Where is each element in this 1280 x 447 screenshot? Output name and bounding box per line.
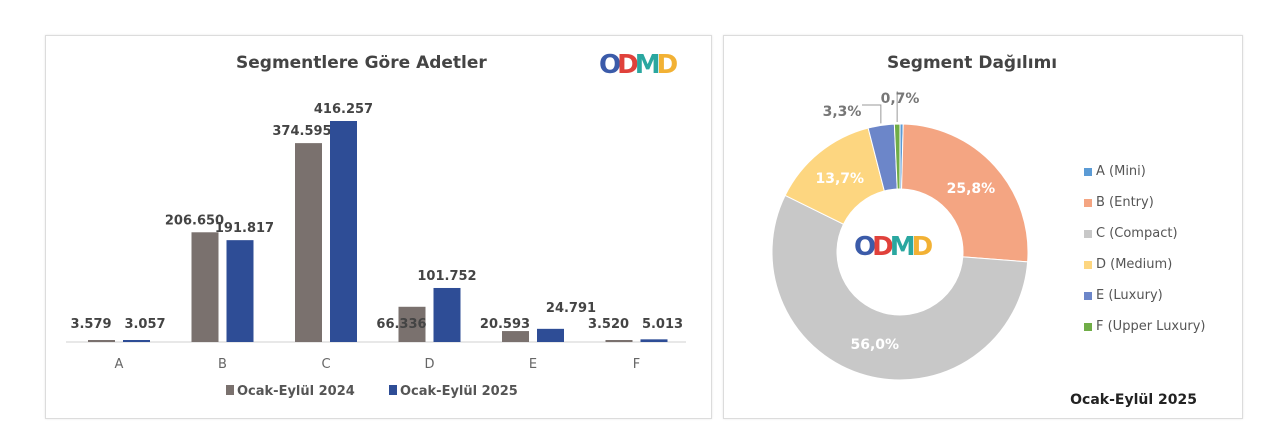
bar-D-1 bbox=[398, 306, 426, 342]
data-label: 191.817 bbox=[215, 221, 274, 236]
bar-C-2 bbox=[330, 121, 357, 342]
data-label: 20.593 bbox=[480, 317, 530, 332]
legend-swatch bbox=[1084, 291, 1092, 300]
legend-label: A (Mini) bbox=[1096, 164, 1146, 179]
legend-label: B (Entry) bbox=[1096, 195, 1154, 210]
logo-letter: M bbox=[889, 232, 916, 262]
bar-B-1 bbox=[191, 232, 219, 342]
legend-item: D (Medium) bbox=[1084, 257, 1172, 272]
logo-letter: O bbox=[854, 232, 876, 262]
donut-chart-title: Segment Dağılımı bbox=[887, 53, 1058, 73]
data-label: 3.520 bbox=[588, 317, 629, 332]
legend-item: B (Entry) bbox=[1084, 195, 1154, 210]
data-label: 3.057 bbox=[124, 317, 165, 332]
slice-label: 0,7% bbox=[881, 91, 920, 107]
bar-B-2 bbox=[226, 240, 254, 342]
bar-chart-title: Segmentlere Göre Adetler bbox=[236, 53, 487, 73]
legend-swatch bbox=[1084, 167, 1092, 176]
leader-line bbox=[896, 91, 898, 123]
bar-F-2 bbox=[640, 339, 668, 342]
period-label: Ocak-Eylül 2025 bbox=[1070, 392, 1197, 408]
bar-C-1 bbox=[295, 143, 322, 342]
bar-E-2 bbox=[537, 328, 564, 342]
legend-label: D (Medium) bbox=[1096, 257, 1173, 272]
data-label: 5.013 bbox=[642, 317, 683, 332]
x-tick-label: A bbox=[115, 357, 124, 372]
logo-letter: D bbox=[911, 232, 934, 262]
x-tick-label: B bbox=[218, 357, 227, 372]
logo-letter: O bbox=[599, 50, 621, 80]
data-label: 3.579 bbox=[70, 317, 111, 332]
bar-D-2 bbox=[433, 287, 461, 342]
legend-label: E (Luxury) bbox=[1096, 288, 1163, 303]
data-label: 101.752 bbox=[417, 269, 476, 284]
slice-label: 3,3% bbox=[823, 104, 862, 120]
x-tick-label: F bbox=[633, 357, 640, 372]
odmd-logo-center: ODMD bbox=[854, 232, 934, 262]
bar-A-2 bbox=[123, 340, 150, 342]
slice-label: 25,8% bbox=[947, 181, 996, 197]
legend-label: C (Compact) bbox=[1096, 226, 1178, 241]
slice-label: 13,7% bbox=[815, 171, 864, 187]
bar-A-1 bbox=[88, 340, 115, 342]
bar-chart-panel: Segmentlere Göre Adetler ODMD A 3.579 3.05… bbox=[45, 35, 712, 419]
x-tick-label: C bbox=[321, 357, 330, 372]
legend-swatch bbox=[1084, 198, 1092, 207]
donut-chart: 0,4%25,8%56,0%13,7%3,3%0,7% bbox=[771, 91, 1029, 381]
data-label: 374.595 bbox=[272, 124, 331, 139]
slice-C bbox=[771, 194, 1029, 381]
logo-letter: M bbox=[634, 50, 661, 80]
slice-F bbox=[893, 123, 901, 190]
legend-item: F (Upper Luxury) bbox=[1084, 319, 1205, 334]
leader-line bbox=[862, 104, 882, 124]
legend-swatch bbox=[389, 385, 397, 395]
legend-item: A (Mini) bbox=[1084, 164, 1146, 179]
logo-letter: D bbox=[872, 232, 894, 262]
donut-chart-panel: Segment Dağılımı 0,4%25,8%56,0%13,7%3,3%… bbox=[723, 35, 1243, 419]
legend-label: Ocak-Eylül 2025 bbox=[400, 384, 518, 399]
legend-label: F (Upper Luxury) bbox=[1096, 319, 1206, 334]
bar-E-1 bbox=[502, 331, 529, 342]
x-tick-label: E bbox=[529, 357, 537, 372]
bar-F-1 bbox=[605, 340, 633, 342]
legend-swatch bbox=[226, 385, 234, 395]
slice-label: 56,0% bbox=[850, 337, 899, 353]
slice-B bbox=[901, 123, 1029, 263]
logo-letter: D bbox=[656, 50, 679, 80]
data-label: 24.791 bbox=[546, 301, 596, 316]
odmd-logo: ODMD bbox=[599, 50, 679, 80]
legend-swatch bbox=[1084, 260, 1092, 269]
x-tick-label: D bbox=[424, 357, 434, 372]
legend-swatch bbox=[1084, 229, 1092, 238]
data-label: 66.336 bbox=[376, 317, 426, 332]
legend-swatch bbox=[1084, 322, 1092, 331]
data-label: 206.650 bbox=[165, 213, 224, 228]
logo-letter: D bbox=[617, 50, 639, 80]
legend-item: E (Luxury) bbox=[1084, 288, 1163, 303]
data-label: 416.257 bbox=[314, 102, 373, 117]
legend-label: Ocak-Eylül 2024 bbox=[237, 384, 355, 399]
legend-item: C (Compact) bbox=[1084, 226, 1178, 241]
